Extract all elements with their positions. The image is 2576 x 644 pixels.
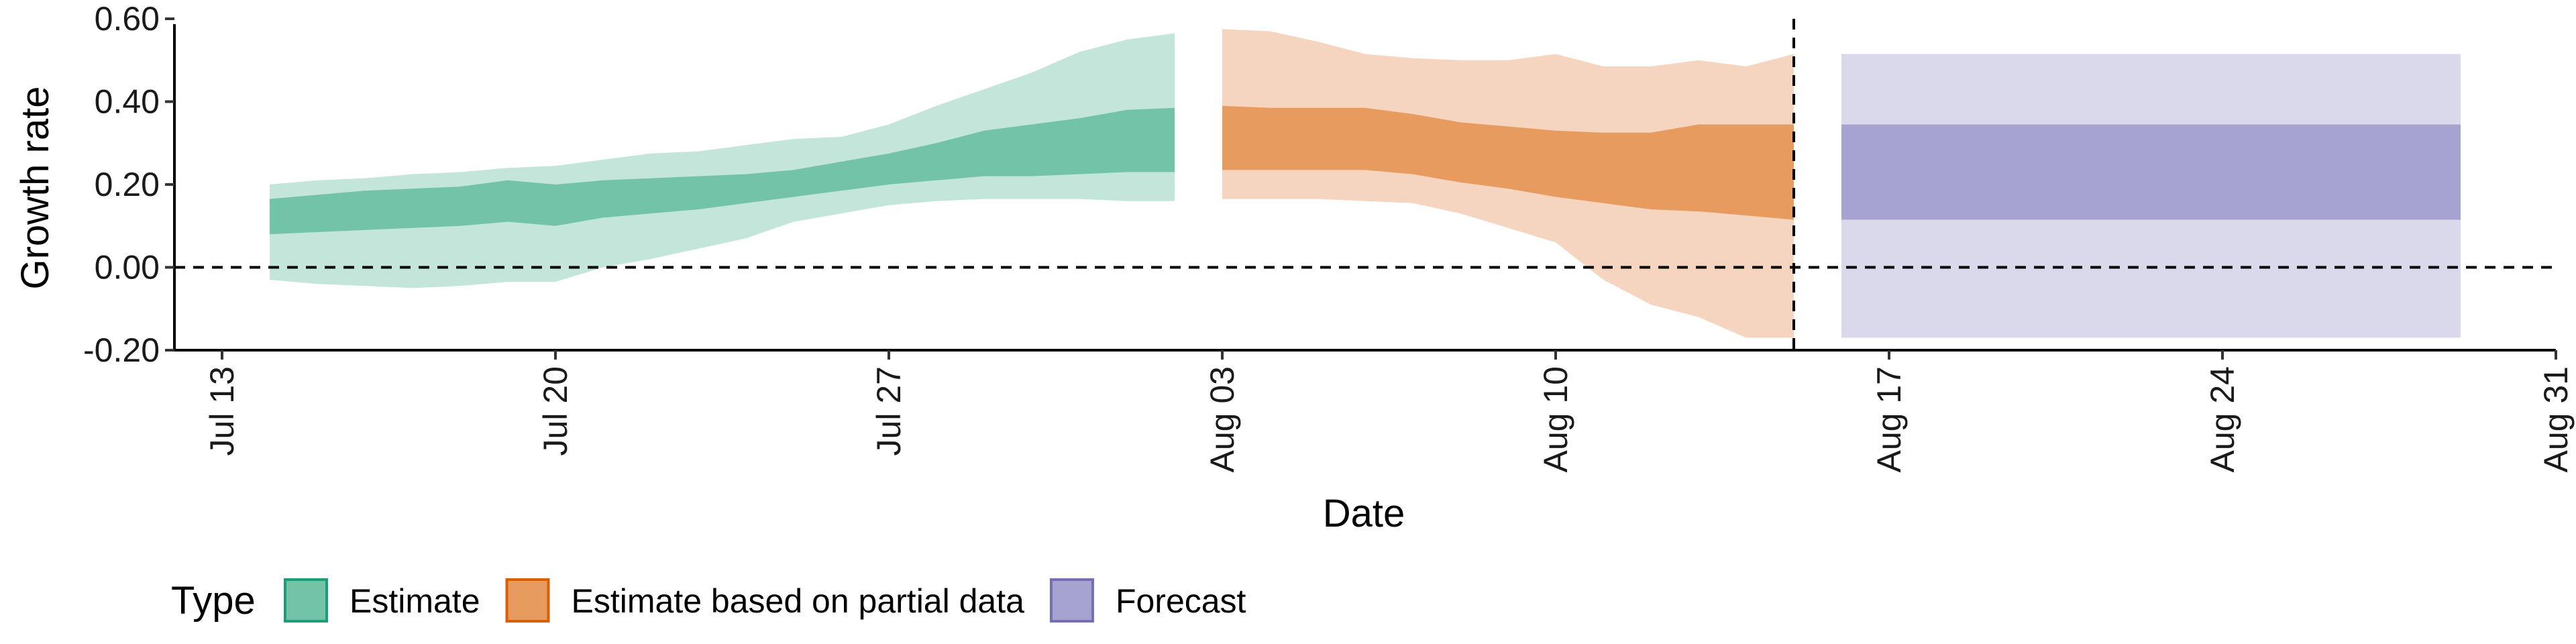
x-axis-ticks: Jul 13 Jul 20 Jul 27 Aug 03 Aug 10 Aug 17 Aug … xyxy=(203,350,2575,472)
estimate-based-on-partial-data-50-interval xyxy=(1222,105,1794,220)
x-tick-label: Aug 10 xyxy=(1537,366,1574,472)
y-tick-label: -0.20 xyxy=(83,331,160,369)
y-tick-label: 0.00 xyxy=(95,249,160,286)
axes xyxy=(173,24,2556,352)
legend-swatch-forecast xyxy=(1049,578,1094,623)
x-tick-label: Aug 03 xyxy=(1203,366,1241,472)
x-tick-label: Jul 27 xyxy=(870,366,908,455)
legend-label-forecast: Forecast xyxy=(1116,582,1246,620)
legend-label-estimate: Estimate xyxy=(350,582,480,620)
x-tick-label: Jul 13 xyxy=(203,366,241,455)
legend-swatch-estimate-based-on-partial-data xyxy=(505,578,550,623)
ribbons-layer xyxy=(270,29,2461,338)
forecast-50-interval xyxy=(1841,124,2461,220)
x-tick-label: Aug 24 xyxy=(2204,366,2241,472)
x-tick-label: Jul 20 xyxy=(537,366,574,455)
x-tick-label: Aug 17 xyxy=(1870,366,1908,472)
y-axis-title: Growth rate xyxy=(13,87,57,290)
y-tick-label: 0.40 xyxy=(95,83,160,121)
estimate-90-interval xyxy=(270,33,1175,288)
y-tick-label: 0.60 xyxy=(95,0,160,38)
x-tick-label: Aug 31 xyxy=(2537,366,2575,472)
y-tick-label: 0.20 xyxy=(95,166,160,203)
legend: Type Estimate Estimate based on partial d… xyxy=(171,578,1246,623)
legend-label-estimate-based-on-partial-data: Estimate based on partial data xyxy=(572,582,1025,620)
legend-swatch-estimate xyxy=(284,578,328,623)
legend-title: Type xyxy=(171,579,256,623)
estimate-50-interval xyxy=(270,107,1175,235)
x-axis-title: Date xyxy=(1323,492,1405,535)
y-axis-ticks: -0.20 0.00 0.20 0.40 0.60 xyxy=(83,0,174,369)
reference-lines xyxy=(174,19,2556,350)
